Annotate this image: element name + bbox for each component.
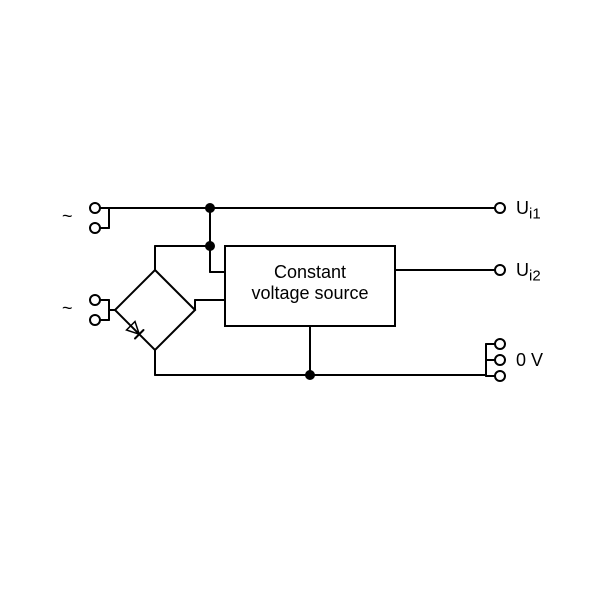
zero-v-label: 0 V	[516, 350, 543, 371]
box-label: Constant voltage source	[225, 262, 395, 304]
ac-label-bottom: ~	[62, 298, 73, 319]
ui2-label: Ui2	[516, 260, 541, 285]
ac-label-top: ~	[62, 206, 73, 227]
ui1-label: Ui1	[516, 198, 541, 223]
